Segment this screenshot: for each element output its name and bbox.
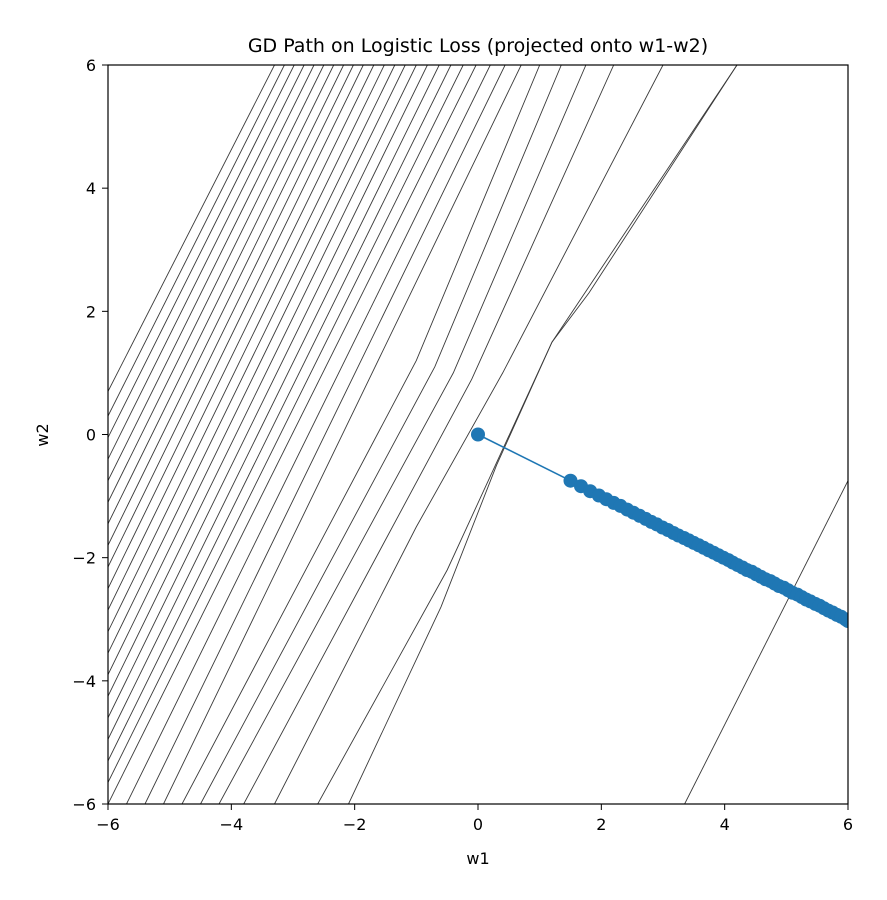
contour-line-7 bbox=[108, 65, 345, 546]
contour-line-0 bbox=[108, 65, 275, 392]
contour-line-5 bbox=[108, 65, 325, 503]
contour-line-6 bbox=[108, 65, 335, 524]
contour-line-29 bbox=[348, 65, 738, 804]
contour-line-16 bbox=[108, 65, 440, 740]
x-axis: −6 −4 −2 0 2 4 6 bbox=[96, 804, 853, 834]
y-tick-label: 2 bbox=[86, 302, 96, 321]
gd-path-point bbox=[563, 473, 578, 488]
y-axis: −6 −4 −2 0 2 4 6 bbox=[72, 56, 108, 814]
x-tick-label: −6 bbox=[96, 815, 120, 834]
chart-title: GD Path on Logistic Loss (projected onto… bbox=[248, 35, 708, 57]
gd-path-point bbox=[841, 614, 848, 629]
contour-line-12 bbox=[108, 65, 396, 654]
y-tick-label: 4 bbox=[86, 179, 96, 198]
contour-line-3 bbox=[108, 65, 305, 460]
contour-line-2 bbox=[108, 65, 295, 438]
contour-line-13 bbox=[108, 65, 406, 675]
x-axis-label: w1 bbox=[466, 849, 489, 868]
contour-line-25 bbox=[218, 65, 587, 804]
contour-line-18 bbox=[108, 65, 464, 783]
gd-path-point bbox=[471, 427, 485, 442]
loss-contours bbox=[108, 65, 848, 804]
contour-line-8 bbox=[108, 65, 354, 568]
contour-line-1 bbox=[108, 65, 285, 417]
x-tick-label: 4 bbox=[720, 815, 730, 834]
contour-line-11 bbox=[108, 65, 385, 632]
x-tick-label: −2 bbox=[343, 815, 367, 834]
y-tick-label: −2 bbox=[72, 549, 96, 568]
y-axis-label: w2 bbox=[33, 423, 52, 446]
contour-line-26 bbox=[243, 65, 615, 804]
contour-line-28 bbox=[317, 65, 738, 804]
contour-line-9 bbox=[108, 65, 364, 589]
y-tick-label: −6 bbox=[72, 795, 96, 814]
contour-line-22 bbox=[163, 65, 522, 804]
y-tick-label: 6 bbox=[86, 56, 96, 75]
gd-path bbox=[471, 427, 848, 629]
contour-line-14 bbox=[108, 65, 417, 697]
contour-line-23 bbox=[181, 65, 541, 804]
y-tick-label: 0 bbox=[86, 426, 96, 445]
contour-line-27 bbox=[274, 65, 664, 804]
contour-line-19 bbox=[108, 65, 477, 804]
y-tick-label: −4 bbox=[72, 672, 96, 691]
contour-line-24 bbox=[200, 65, 562, 804]
contour-line-30 bbox=[684, 480, 848, 804]
x-tick-label: 6 bbox=[843, 815, 853, 834]
contour-line-21 bbox=[144, 65, 506, 804]
contour-line-15 bbox=[108, 65, 428, 718]
x-tick-label: −4 bbox=[220, 815, 244, 834]
contour-line-17 bbox=[108, 65, 452, 762]
contour-line-10 bbox=[108, 65, 375, 611]
x-tick-label: 0 bbox=[473, 815, 483, 834]
x-tick-label: 2 bbox=[596, 815, 606, 834]
contour-line-20 bbox=[126, 65, 491, 804]
contour-line-4 bbox=[108, 65, 315, 481]
